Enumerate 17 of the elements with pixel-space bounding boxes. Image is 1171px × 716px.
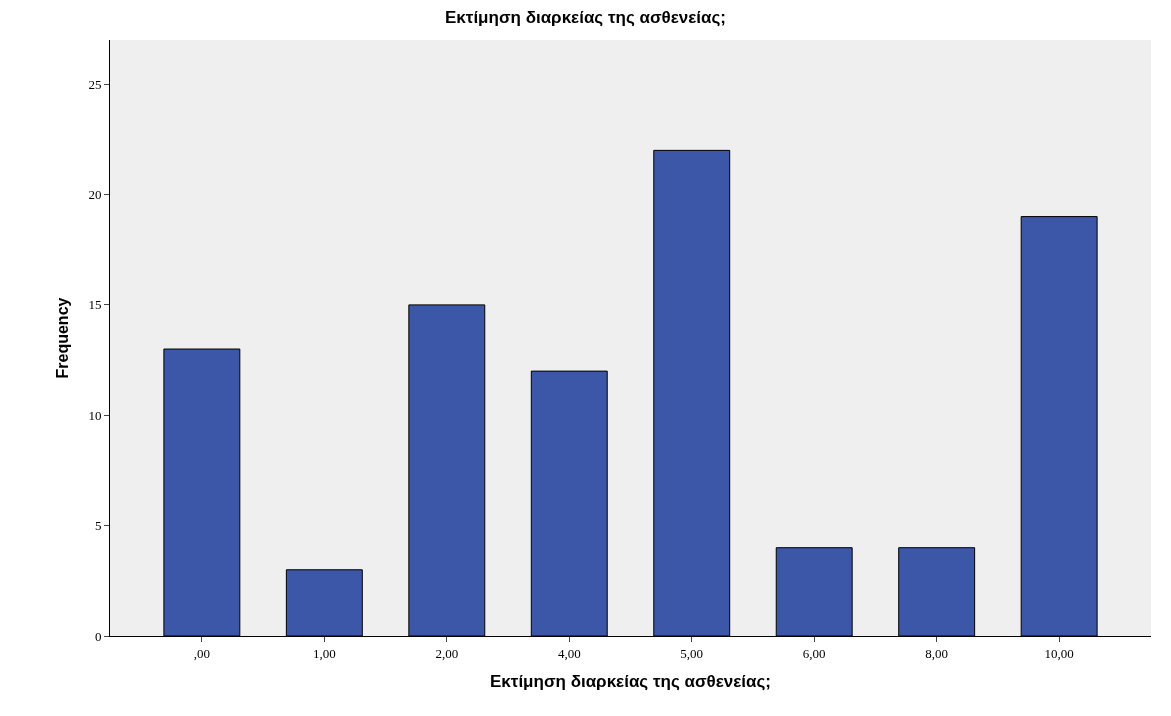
x-tick-label: 6,00 [802, 645, 826, 661]
x-tick-label: 10,00 [1044, 645, 1074, 661]
x-tick-label: 2,00 [435, 645, 459, 661]
y-tick-label: 25 [88, 76, 102, 92]
y-axis-title: Frequency [54, 297, 72, 379]
y-tick-label: 5 [94, 518, 102, 534]
x-tick-label: 5,00 [680, 645, 704, 661]
y-tick-label: 10 [88, 407, 102, 423]
x-tick-label: 4,00 [557, 645, 581, 661]
y-tick-label: 15 [88, 297, 102, 313]
chart-title: Εκτίμηση διαρκείας της ασθενείας; [444, 7, 727, 27]
y-tick-label: 0 [94, 628, 102, 644]
x-axis-title: Εκτίμηση διαρκείας της ασθενείας; [489, 672, 772, 691]
x-tick-label: ,00 [193, 645, 210, 661]
x-tick-label: 1,00 [312, 645, 336, 661]
x-tick-label: 8,00 [925, 645, 949, 661]
y-tick-label: 20 [88, 187, 102, 203]
